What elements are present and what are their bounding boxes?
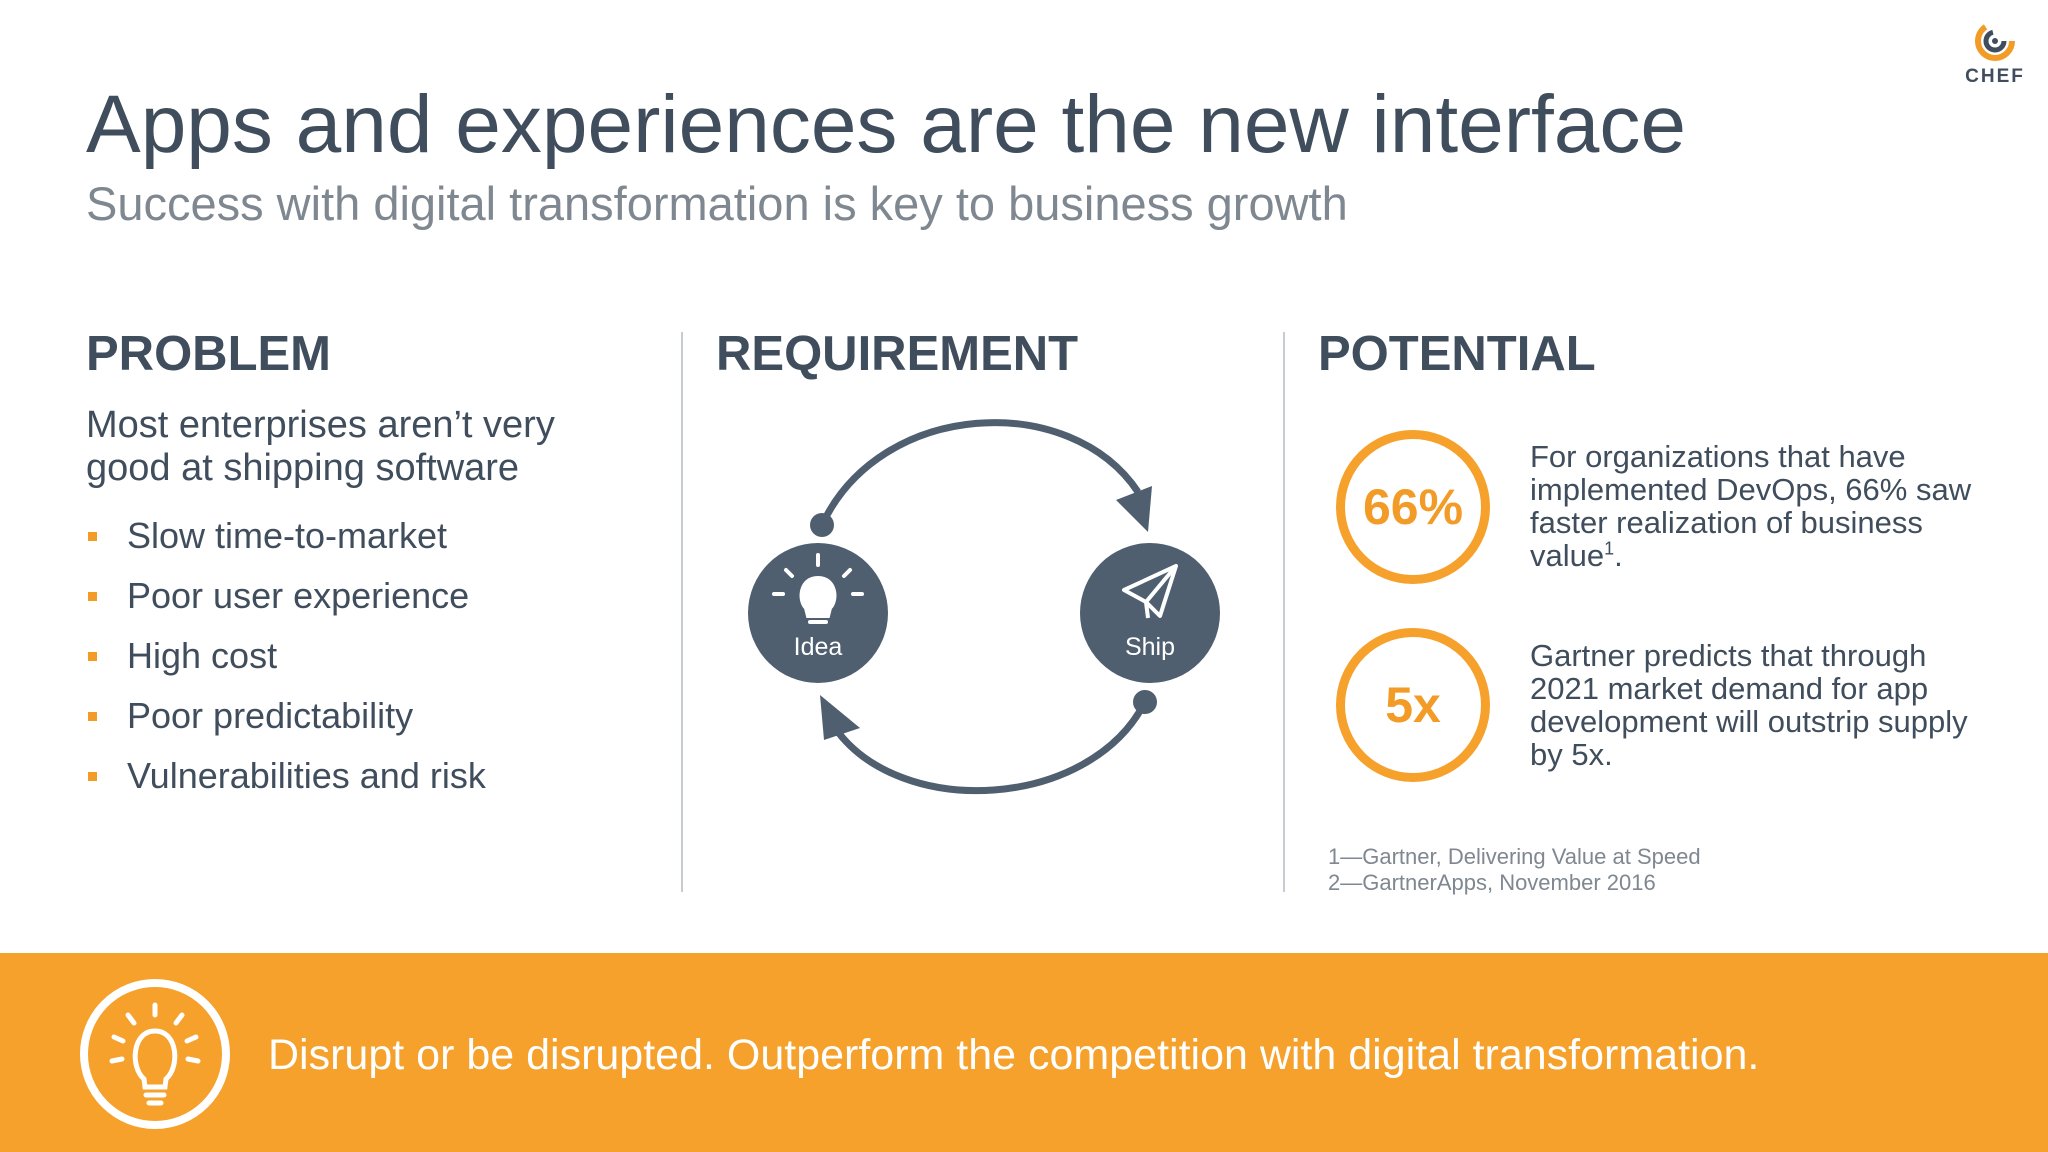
list-item: Poor user experience <box>86 566 486 626</box>
footnote: 1—Gartner, Delivering Value at Speed <box>1328 844 1701 869</box>
bullet-square-icon <box>88 531 97 541</box>
stat-ring-5x: 5x <box>1336 628 1490 782</box>
bullet-text: Poor predictability <box>127 695 414 736</box>
stat-description: Gartner predicts that through 2021 marke… <box>1530 638 1968 772</box>
stat-description: For organizations that have implemented … <box>1530 440 1990 572</box>
column-divider-right <box>1283 332 1285 892</box>
list-item: Slow time-to-market <box>86 506 486 566</box>
bullet-square-icon <box>88 591 97 601</box>
column-divider-left <box>681 332 683 892</box>
idea-node: Idea <box>748 543 888 683</box>
stat-description-tail: . <box>1614 538 1623 573</box>
cycle-arrowhead-bottom <box>820 695 860 740</box>
bullet-square-icon <box>88 711 97 721</box>
stat-value: 66% <box>1362 479 1464 535</box>
cycle-dot-top <box>810 513 834 537</box>
ship-label: Ship <box>1125 633 1175 661</box>
banner-icon-ring <box>80 979 230 1129</box>
idea-label: Idea <box>794 633 843 661</box>
lightbulb-icon <box>772 553 864 624</box>
stat-description-text: For organizations that have implemented … <box>1530 439 1972 573</box>
bullet-text: High cost <box>127 635 278 676</box>
bullet-text: Vulnerabilities and risk <box>127 755 486 796</box>
idea-ship-cycle-diagram: Idea Ship <box>748 419 1220 794</box>
bottom-banner: Disrupt or be disrupted. Outperform the … <box>0 953 2048 1152</box>
footnote-ref: 1 <box>1604 538 1615 559</box>
problem-heading: PROBLEM <box>86 327 331 381</box>
problem-lead: Most enterprises aren’t very good at shi… <box>86 404 555 489</box>
banner-text: Disrupt or be disrupted. Outperform the … <box>268 1031 1760 1079</box>
paper-plane-icon <box>1122 564 1178 619</box>
list-item: Vulnerabilities and risk <box>86 746 486 806</box>
bullet-text: Poor user experience <box>127 575 470 616</box>
bullet-text: Slow time-to-market <box>127 515 448 556</box>
footnotes: 1—Gartner, Delivering Value at Speed 2—G… <box>1328 844 1701 896</box>
cycle-dot-bottom <box>1133 690 1157 714</box>
problem-bullet-list: Slow time-to-market Poor user experience… <box>86 506 486 806</box>
chef-logo-icon <box>1975 21 2015 61</box>
potential-heading: POTENTIAL <box>1318 327 1596 381</box>
stat-value: 5x <box>1385 677 1441 733</box>
lightbulb-icon <box>109 1002 201 1106</box>
cycle-arrowhead-top <box>1116 486 1152 532</box>
stat-ring-66: 66% <box>1336 430 1490 584</box>
footnote: 2—GartnerApps, November 2016 <box>1328 870 1656 895</box>
list-item: Poor predictability <box>86 686 486 746</box>
cycle-arrow-top <box>818 419 1141 527</box>
ship-node: Ship <box>1080 543 1220 683</box>
logo-text: CHEF <box>1965 66 2025 87</box>
requirement-heading: REQUIREMENT <box>716 327 1079 381</box>
cycle-arrow-bottom <box>832 700 1149 794</box>
bullet-square-icon <box>88 771 97 781</box>
chef-logo: CHEF <box>1960 18 2030 88</box>
page-subtitle: Success with digital transformation is k… <box>86 177 1348 230</box>
page-title: Apps and experiences are the new interfa… <box>86 79 1687 170</box>
list-item: High cost <box>86 626 486 686</box>
bullet-square-icon <box>88 651 97 661</box>
